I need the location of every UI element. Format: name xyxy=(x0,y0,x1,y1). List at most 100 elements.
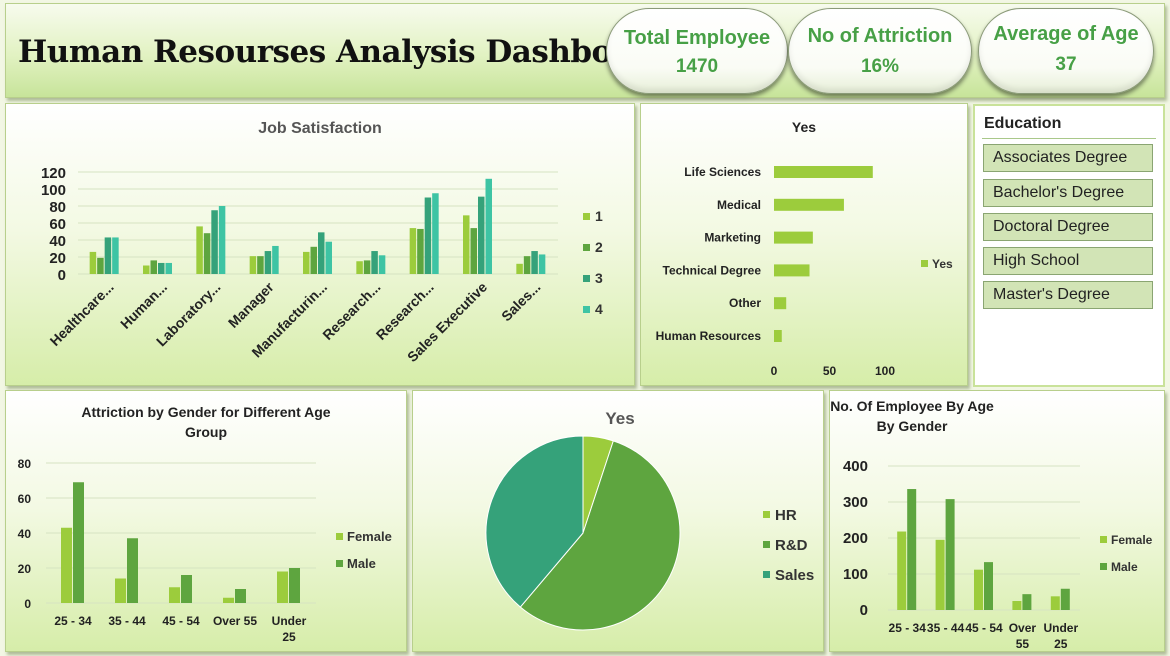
bar xyxy=(203,233,211,274)
bar xyxy=(463,215,470,274)
pie-slice xyxy=(519,440,681,631)
y-tick-label: Marketing xyxy=(704,231,761,245)
bar xyxy=(115,578,126,603)
bar xyxy=(897,531,907,610)
job-satisfaction-panel: Job Satisfaction 0 20 40 60 80 100 120 Healthcar… xyxy=(5,103,635,386)
legend-swatch xyxy=(583,213,590,220)
bar xyxy=(223,597,234,603)
y-tick-label: 300 xyxy=(843,494,868,511)
legend-swatch xyxy=(583,244,590,251)
bar xyxy=(1012,601,1022,610)
slicer-item-high-school[interactable]: High School xyxy=(983,247,1153,275)
slicer-item-associates[interactable]: Associates Degree xyxy=(983,144,1153,172)
employee-age-gender-panel: No. Of Employee By Age By Gender 0 100 200 30… xyxy=(829,390,1165,652)
y-tick-label: 20 xyxy=(18,562,32,576)
kpi-label: Average of Age xyxy=(993,23,1139,45)
y-tick-label: 40 xyxy=(49,233,66,250)
education-field-panel: Yes Life Sciences Medical Marketing Technica… xyxy=(640,103,968,386)
chart-title: Job Satisfaction xyxy=(258,120,382,137)
x-tick-label: 45 - 54 xyxy=(965,621,1003,635)
legend-label: Sales xyxy=(775,567,814,584)
bar xyxy=(485,178,492,274)
y-tick-label: 200 xyxy=(843,530,868,547)
bar xyxy=(363,260,371,274)
bar xyxy=(356,261,363,274)
bar xyxy=(97,257,104,274)
y-tick-label: 0 xyxy=(24,597,31,611)
chart-title: Attriction by Gender for Different Age xyxy=(81,404,330,420)
slicer-item-doctoral[interactable]: Doctoral Degree xyxy=(983,213,1153,241)
x-tick-label: Under xyxy=(272,614,307,628)
y-tick-label: Other xyxy=(729,296,761,310)
bar xyxy=(218,206,226,274)
department-pie-panel: Yes HR R&D Sales xyxy=(412,390,824,652)
legend-swatch xyxy=(763,571,770,578)
chart-title: By Gender xyxy=(877,418,948,434)
bar xyxy=(774,330,782,342)
bar xyxy=(325,241,332,274)
x-tick-label: Over xyxy=(1009,621,1037,635)
chart-title: Group xyxy=(185,424,227,440)
bar xyxy=(257,256,264,274)
y-tick-label: 0 xyxy=(860,602,868,619)
bar xyxy=(143,265,150,274)
employee-age-gender-chart: No. Of Employee By Age By Gender 0 100 200 30… xyxy=(830,398,1152,651)
y-tick-label: 20 xyxy=(49,250,66,267)
bar xyxy=(310,246,317,274)
bar xyxy=(432,193,439,274)
x-tick-label: 25 - 34 xyxy=(54,614,92,628)
bar xyxy=(181,575,192,603)
chart-title: No. Of Employee By Age xyxy=(830,398,994,414)
bar xyxy=(158,262,165,274)
bar xyxy=(303,251,310,274)
bar xyxy=(73,482,84,603)
legend-swatch xyxy=(583,275,590,282)
y-tick-label: 60 xyxy=(18,492,32,506)
bar xyxy=(289,568,300,603)
bar xyxy=(984,562,993,610)
bar xyxy=(417,228,424,274)
x-tick-label: Over 55 xyxy=(213,614,257,628)
bar xyxy=(277,571,288,603)
page-title: Human Resourses Analysis Dashboard xyxy=(18,34,669,70)
bar xyxy=(935,539,945,610)
y-tick-label: Medical xyxy=(717,198,761,212)
bar xyxy=(774,198,844,211)
attrition-gender-panel: Attriction by Gender for Different Age Gr… xyxy=(5,390,407,652)
legend-label: 3 xyxy=(595,270,603,286)
y-tick-label: Technical Degree xyxy=(663,263,762,277)
kpi-value: 1470 xyxy=(675,56,719,77)
kpi-attrition: No of Attriction 16% xyxy=(788,8,972,94)
legend-label: Male xyxy=(347,556,376,571)
kpi-label: No of Attriction xyxy=(807,25,953,47)
bar xyxy=(523,256,531,274)
legend-label: Yes xyxy=(932,257,953,271)
legend-swatch xyxy=(763,541,770,548)
legend-swatch xyxy=(1100,563,1107,570)
y-tick-label: 100 xyxy=(843,566,868,583)
x-tick-label: 50 xyxy=(823,364,837,378)
legend-swatch xyxy=(336,560,343,567)
slicer-item-masters[interactable]: Master's Degree xyxy=(983,281,1153,309)
bar xyxy=(424,197,432,274)
bar xyxy=(89,251,97,274)
bar xyxy=(774,231,813,244)
x-tick-label: 0 xyxy=(771,364,778,378)
y-tick-label: 100 xyxy=(41,182,66,199)
x-tick-label: Human... xyxy=(117,279,170,332)
slicer-item-bachelors[interactable]: Bachelor's Degree xyxy=(983,179,1153,207)
x-tick-label: 25 xyxy=(282,630,296,644)
x-tick-label: Under xyxy=(1043,621,1078,635)
bar xyxy=(318,232,325,274)
y-tick-label: 80 xyxy=(18,457,32,471)
title-bar: Human Resourses Analysis Dashboard Total… xyxy=(5,3,1165,98)
education-slicer: Education Associates Degree Bachelor's D… xyxy=(973,104,1165,387)
legend-swatch xyxy=(1100,536,1107,543)
x-tick-label: 35 - 44 xyxy=(927,621,965,635)
bar xyxy=(211,210,218,274)
chart-title: Yes xyxy=(605,409,634,428)
bar xyxy=(378,255,386,274)
y-tick-label: 400 xyxy=(843,458,868,475)
bar xyxy=(774,297,787,310)
legend-label: 4 xyxy=(595,301,603,317)
